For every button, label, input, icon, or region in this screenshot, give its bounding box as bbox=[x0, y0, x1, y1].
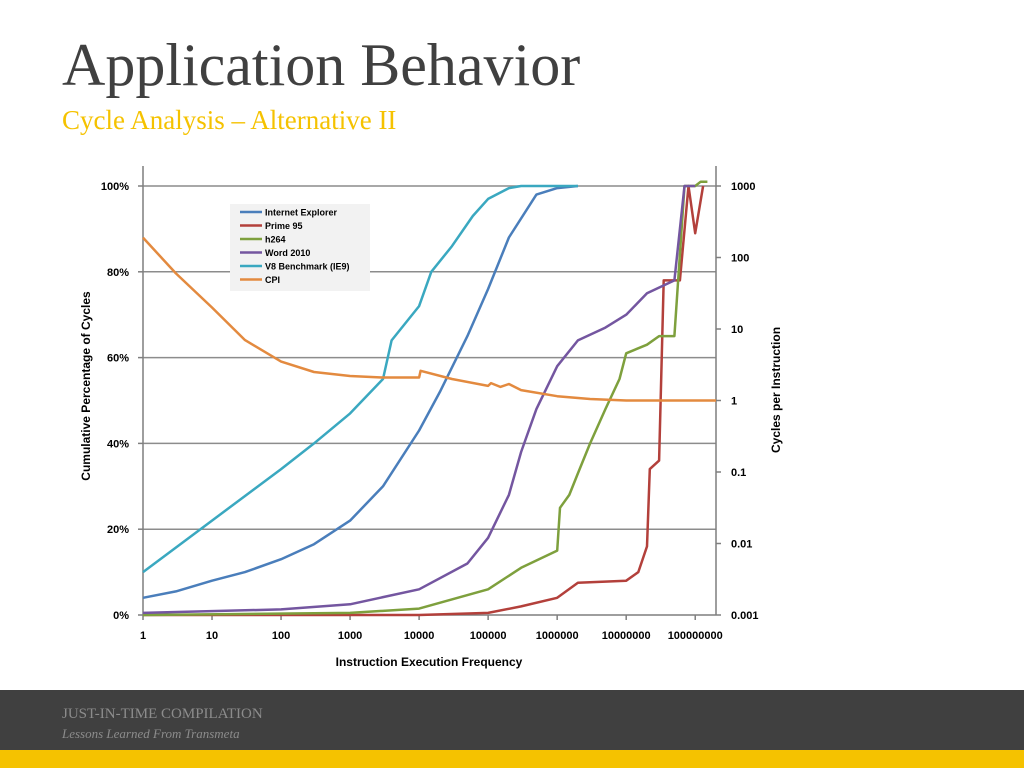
legend-label: h264 bbox=[265, 235, 286, 245]
series-line-h264 bbox=[142, 180, 708, 617]
y-tick-label: 40% bbox=[107, 438, 129, 450]
y-tick-label: 100% bbox=[101, 181, 129, 193]
y-tick-label: 0% bbox=[113, 610, 129, 622]
series-lines bbox=[142, 180, 716, 617]
footer-bar: JUST-IN-TIME COMPILATION Lessons Learned… bbox=[0, 690, 1024, 750]
x-tick-label: 1000 bbox=[338, 630, 362, 642]
legend-label: V8 Benchmark (IE9) bbox=[265, 262, 350, 272]
legend-box bbox=[230, 204, 370, 291]
series-line-cpi bbox=[142, 236, 716, 402]
x-tick-label: 10000 bbox=[404, 630, 435, 642]
x-tick-label: 1000000 bbox=[536, 630, 579, 642]
legend-label: CPI bbox=[265, 275, 280, 285]
y-axis-label: Cumulative Percentage of Cycles bbox=[79, 291, 93, 481]
series-line-word-2010 bbox=[142, 184, 696, 615]
legend-label: Prime 95 bbox=[265, 221, 303, 231]
footer-title: JUST-IN-TIME COMPILATION bbox=[62, 706, 263, 722]
y2-tick-label: 10 bbox=[731, 324, 743, 336]
slide-subtitle: Cycle Analysis – Alternative II bbox=[62, 105, 397, 135]
slide-title: Application Behavior bbox=[62, 32, 581, 98]
y-tick-label: 80% bbox=[107, 267, 129, 279]
footer-subtitle: Lessons Learned From Transmeta bbox=[62, 726, 240, 741]
line-chart: 0% 20% 40% 60% 80% 100% 0.001 0.01 0.1 1 10 100 1000… bbox=[79, 166, 783, 669]
y2-tick-label: 1 bbox=[731, 396, 737, 408]
y2-tick-label: 0.01 bbox=[731, 539, 752, 551]
x-tick-label: 10 bbox=[206, 630, 218, 642]
legend-label: Word 2010 bbox=[265, 248, 310, 258]
series-line-prime-95 bbox=[143, 184, 705, 617]
accent-bar bbox=[0, 750, 1024, 768]
series-line-internet-explorer bbox=[142, 184, 579, 600]
y-tick-label: 60% bbox=[107, 353, 129, 365]
x-tick-label: 1 bbox=[140, 630, 146, 642]
x-tick-label: 10000000 bbox=[602, 630, 651, 642]
y2-axis-label: Cycles per Instruction bbox=[769, 327, 783, 453]
y2-tick-label: 0.1 bbox=[731, 467, 746, 479]
y2-tick-label: 100 bbox=[731, 253, 749, 265]
x-tick-label: 100000 bbox=[470, 630, 507, 642]
y2-tick-label: 0.001 bbox=[731, 610, 759, 622]
series-line-v8-benchmark-ie9 bbox=[142, 184, 578, 574]
grid-lines bbox=[143, 185, 716, 530]
x-tick-label: 100 bbox=[272, 630, 290, 642]
x-tick-label: 100000000 bbox=[668, 630, 723, 642]
legend: Internet Explorer Prime 95 h264 Word 2010 V8… bbox=[230, 204, 370, 291]
y2-tick-label: 1000 bbox=[731, 181, 755, 193]
y-tick-label: 20% bbox=[107, 524, 129, 536]
x-axis-label: Instruction Execution Frequency bbox=[336, 655, 523, 669]
legend-label: Internet Explorer bbox=[265, 208, 338, 218]
